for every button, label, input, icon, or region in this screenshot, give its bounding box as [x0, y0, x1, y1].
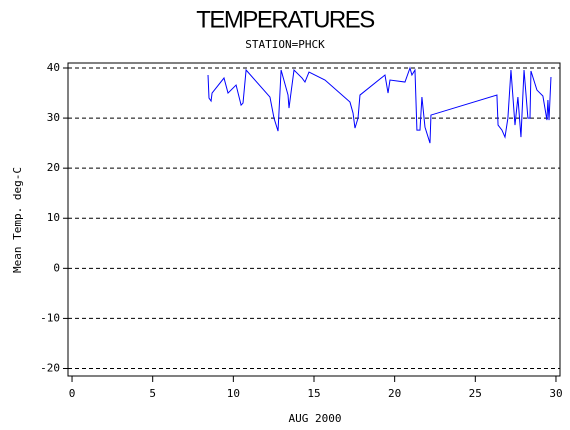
y-tick-label: 40 — [47, 61, 60, 74]
y-tick-label: -10 — [40, 311, 60, 324]
x-tick-label: 5 — [149, 387, 156, 400]
x-tick-label: 25 — [469, 387, 482, 400]
x-tick-label: 0 — [69, 387, 76, 400]
y-tick-label: 30 — [47, 111, 60, 124]
chart-title: TEMPERATURES — [196, 6, 374, 33]
chart-subtitle: STATION=PHCK — [245, 38, 325, 51]
y-tick-label: -20 — [40, 361, 60, 374]
x-tick-label: 20 — [388, 387, 401, 400]
y-axis-label: Mean Temp. deg-C — [11, 167, 24, 273]
plot-frame — [67, 62, 561, 377]
x-axis-label: AUG 2000 — [289, 412, 342, 425]
y-tick-label: 10 — [47, 211, 60, 224]
x-tick-label: 15 — [307, 387, 320, 400]
x-tick-label: 10 — [227, 387, 240, 400]
y-tick-label: 20 — [47, 161, 60, 174]
y-tick-label: 0 — [53, 261, 60, 274]
data-line — [207, 66, 552, 144]
x-tick-label: 30 — [549, 387, 562, 400]
